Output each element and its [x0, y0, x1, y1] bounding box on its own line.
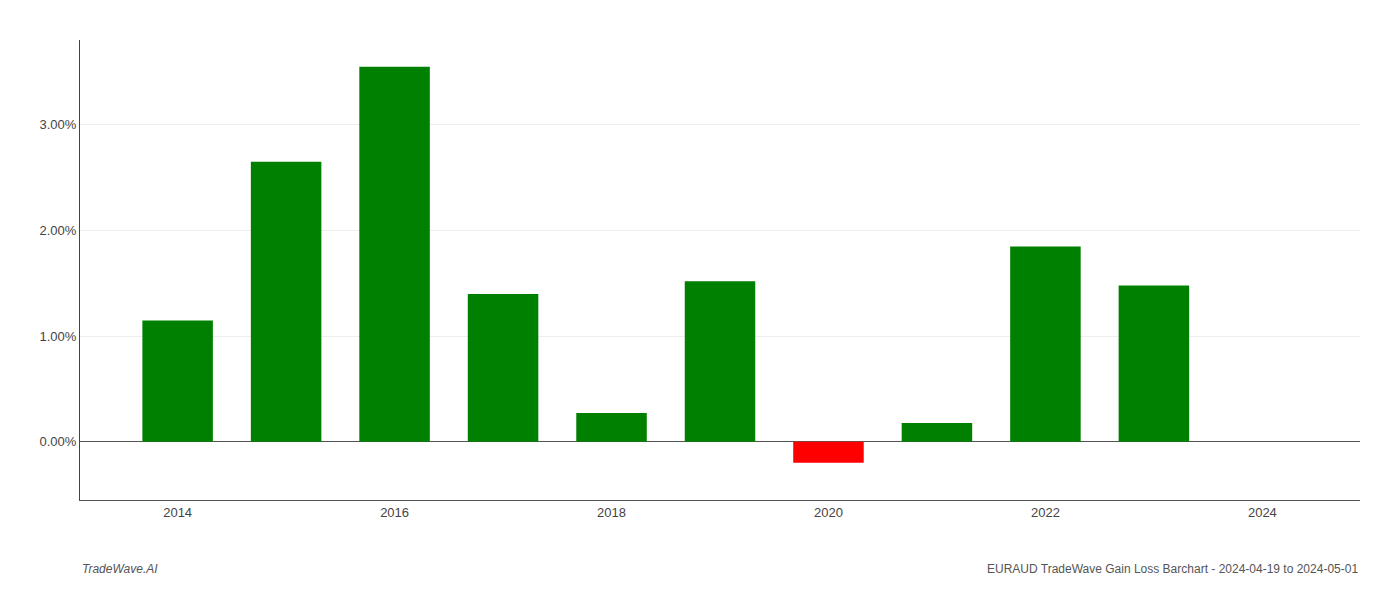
- svg-text:2018: 2018: [597, 505, 626, 520]
- svg-text:0.00%: 0.00%: [40, 434, 77, 449]
- svg-text:2.00%: 2.00%: [40, 223, 77, 238]
- svg-text:2020: 2020: [814, 505, 843, 520]
- svg-text:EURAUD TradeWave Gain Loss Bar: EURAUD TradeWave Gain Loss Barchart - 20…: [987, 562, 1358, 576]
- svg-text:2022: 2022: [1031, 505, 1060, 520]
- svg-text:2016: 2016: [380, 505, 409, 520]
- svg-text:2014: 2014: [163, 505, 192, 520]
- svg-text:3.00%: 3.00%: [40, 117, 77, 132]
- svg-text:1.00%: 1.00%: [40, 329, 77, 344]
- svg-text:2024: 2024: [1248, 505, 1277, 520]
- svg-text:TradeWave.AI: TradeWave.AI: [82, 562, 158, 576]
